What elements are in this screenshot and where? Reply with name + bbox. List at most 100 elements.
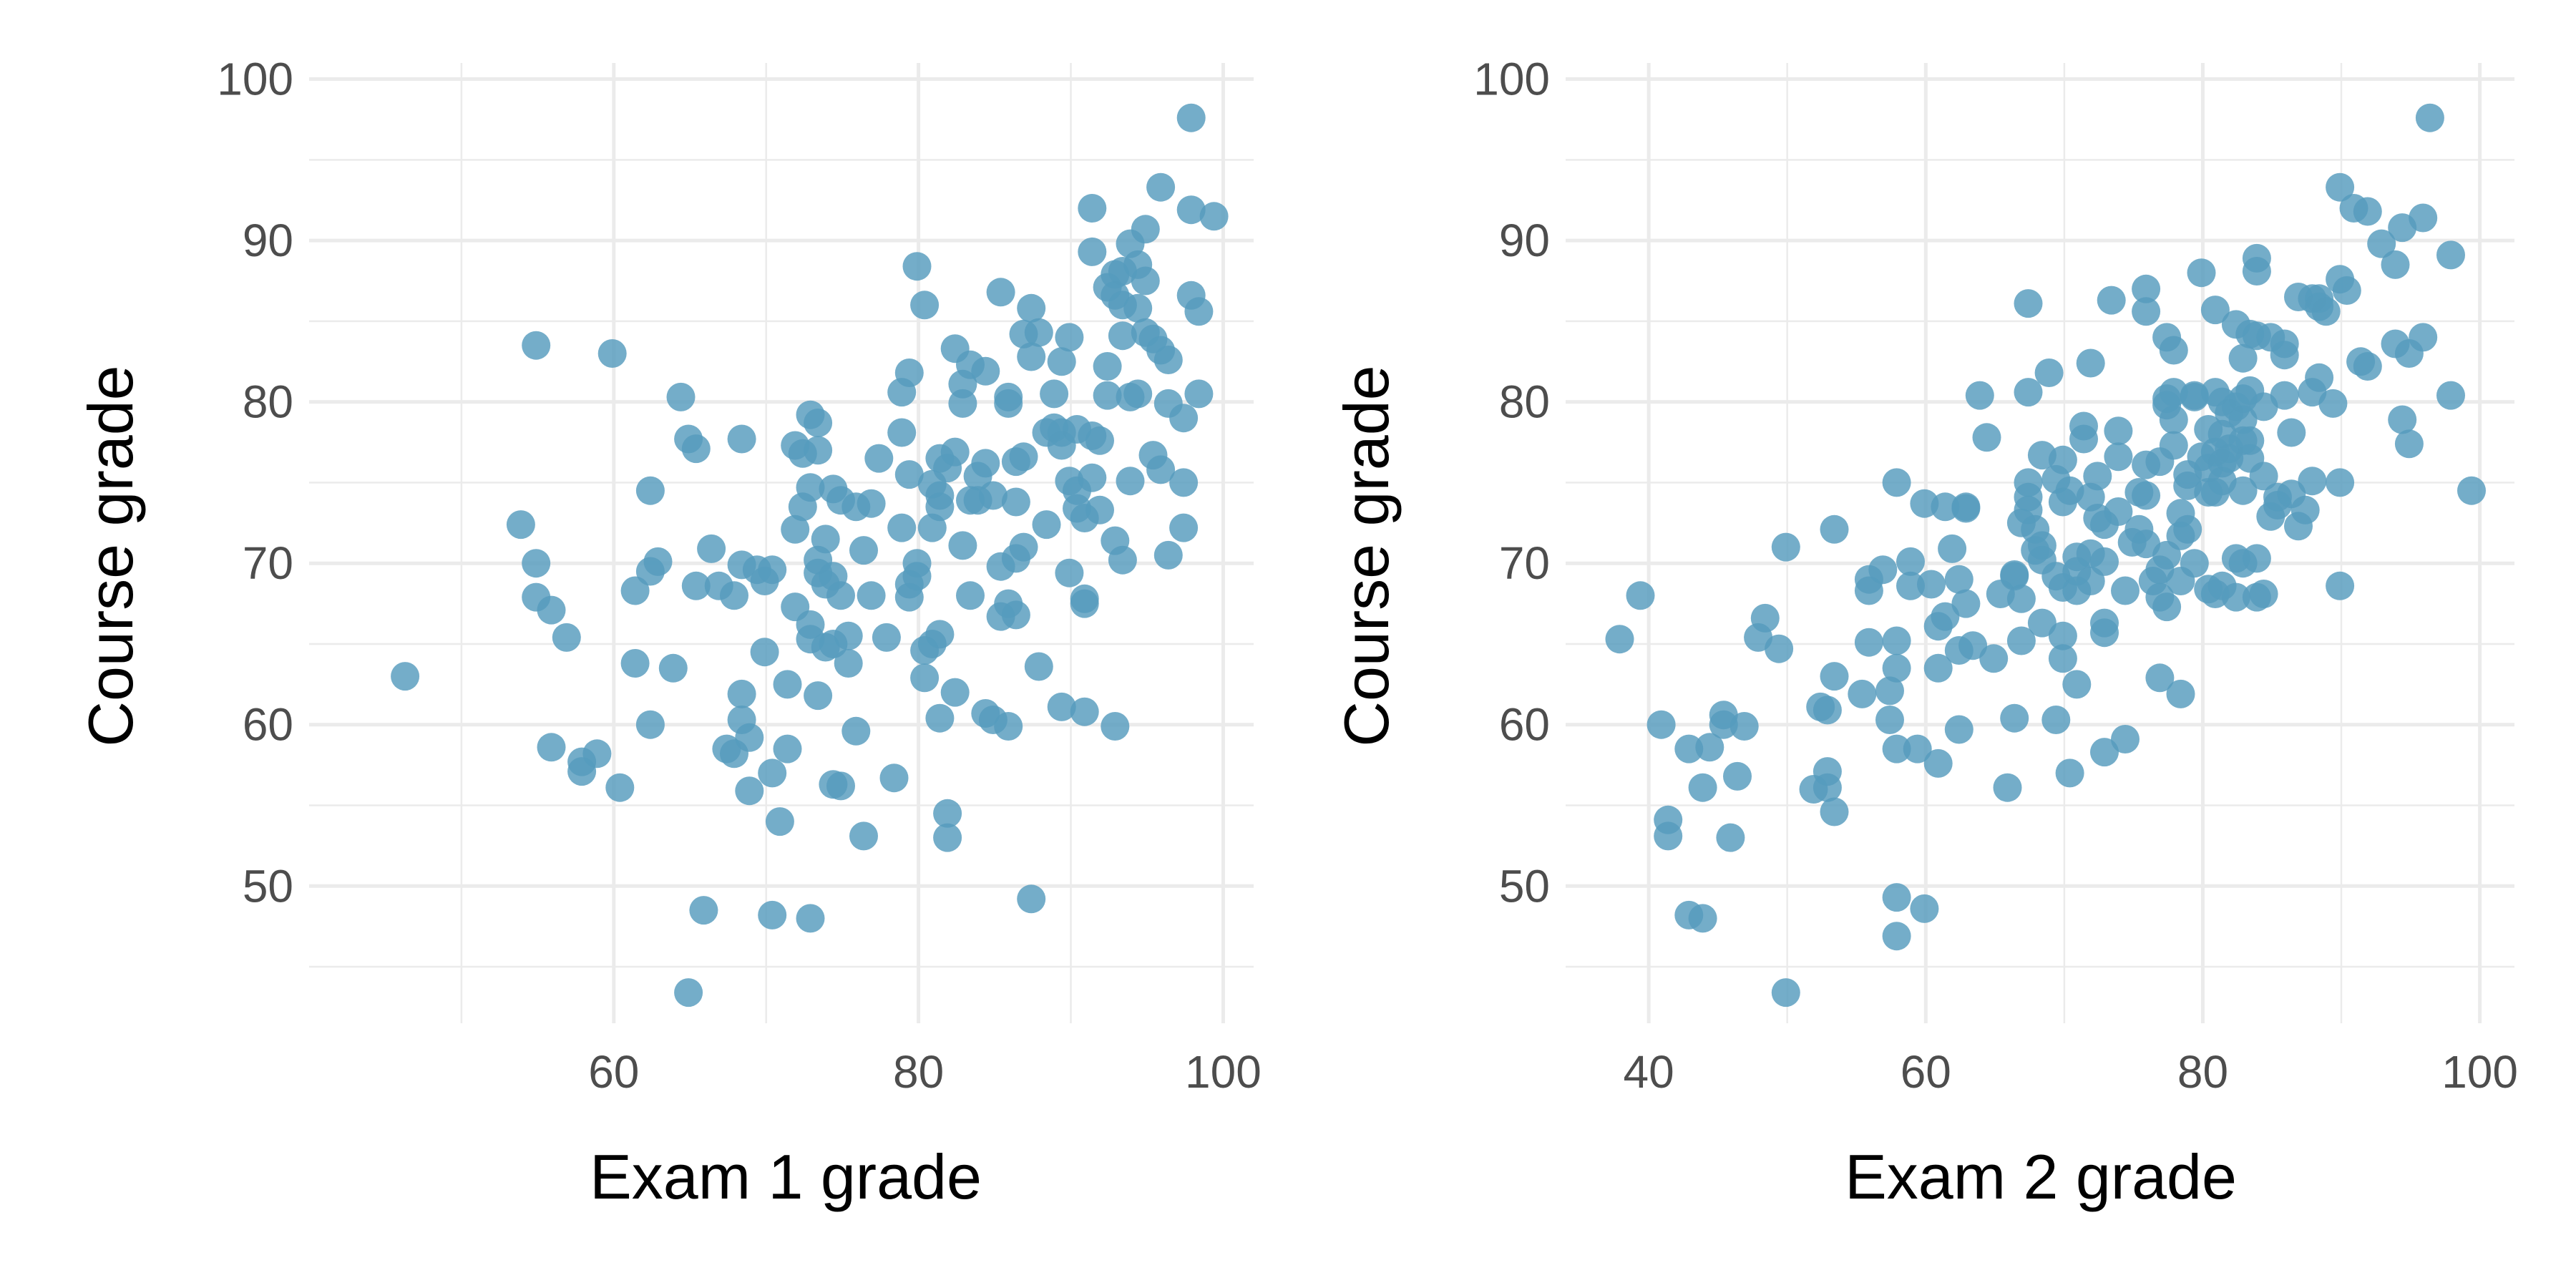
exam1-data-point	[620, 576, 650, 605]
exam2-data-point	[2200, 296, 2230, 325]
exam1-data-point	[552, 623, 581, 652]
exam2-data-point	[2055, 758, 2084, 788]
exam2-data-point	[2353, 352, 2382, 381]
exam1-x-tick-label: 80	[893, 1046, 944, 1098]
exam1-data-point	[658, 653, 688, 683]
exam1-data-point	[582, 739, 612, 769]
exam2-x-tick-label: 60	[1901, 1046, 1951, 1098]
exam2-data-point	[1875, 706, 1904, 734]
exam2-data-point	[2159, 431, 2188, 460]
exam2-data-point	[1813, 757, 1842, 786]
exam2-data-point	[2027, 608, 2057, 638]
exam2-data-point	[2062, 670, 2092, 699]
exam1-data-point	[1055, 323, 1084, 352]
exam2-data-point	[2180, 549, 2209, 578]
exam1-data-point	[1093, 381, 1122, 410]
exam1-gridlines	[309, 63, 1254, 1023]
exam1-data-point	[1009, 532, 1038, 562]
exam1-x-tick-label: 60	[588, 1046, 639, 1098]
exam1-y-tick-label: 70	[243, 537, 293, 589]
exam1-data-point	[1176, 195, 1206, 225]
exam2-data-point	[1896, 547, 1925, 576]
exam2-data-point	[2132, 481, 2161, 510]
exam2-data-point	[2332, 276, 2361, 305]
exam2-data-point	[2353, 197, 2382, 226]
exam2-data-point	[1972, 423, 2001, 452]
exam2-data-point	[2076, 348, 2105, 378]
exam1-data-point	[857, 581, 886, 610]
exam1-data-point	[735, 723, 764, 752]
exam2-data-point	[1903, 734, 1932, 763]
exam2-y-tick-label: 90	[1499, 215, 1550, 266]
exam2-data-point	[2457, 476, 2486, 505]
exam2-data-point	[1646, 710, 1676, 739]
exam2-data-point	[2311, 297, 2341, 326]
exam1-data-point	[597, 339, 627, 368]
exam1-data-point	[1009, 442, 1038, 472]
exam2-data-point	[2048, 445, 2077, 474]
exam1-data-point	[1085, 495, 1114, 525]
exam1-data-point	[720, 581, 748, 610]
exam1-data-point	[1024, 318, 1053, 347]
exam1-data-point	[781, 514, 810, 544]
exam2-data-point	[1958, 631, 1988, 660]
exam2-data-point	[2104, 442, 2133, 472]
exam2-data-point	[2326, 468, 2355, 497]
exam1-data-point	[1199, 202, 1229, 231]
exam1-data-point	[605, 773, 635, 802]
exam1-data-point	[894, 358, 924, 387]
exam2-data-point	[1923, 653, 1953, 683]
exam2-data-point	[2000, 703, 2029, 733]
exam2-data-point	[2381, 250, 2410, 279]
exam1-data-point	[925, 620, 955, 649]
exam1-data-point	[666, 382, 696, 411]
exam2-data-point	[1882, 653, 1911, 683]
exam2-data-point	[1848, 679, 1877, 708]
exam2-data-point	[1813, 696, 1842, 725]
exam1-data-point	[765, 807, 794, 836]
exam2-y-tick-labels: 50 60 70 80 90 100	[1473, 54, 1550, 912]
exam1-data-point	[758, 555, 787, 585]
exam2-data-point	[2367, 229, 2396, 258]
exam2-data-point	[2242, 257, 2271, 286]
exam1-data-point	[864, 444, 894, 473]
exam1-data-point	[681, 571, 711, 600]
exam2-data-point	[2394, 429, 2424, 459]
exam2-data-point	[1688, 773, 1717, 802]
exam2-data-point	[2069, 411, 2098, 441]
exam1-data-point	[834, 621, 863, 650]
exam2-data-point	[1626, 581, 1655, 610]
exam2-data-point	[2041, 706, 2071, 734]
exam1-data-point	[758, 900, 787, 930]
exam1-data-point	[1176, 103, 1206, 132]
exam1-y-tick-label: 100	[217, 54, 293, 105]
exam1-data-point	[1146, 455, 1176, 484]
exam2-data-point	[1723, 761, 1752, 791]
exam1-data-point	[1047, 692, 1076, 721]
exam1-data-point	[925, 703, 955, 733]
exam1-data-point	[857, 489, 886, 518]
exam2-data-point	[2415, 103, 2444, 132]
exam1-data-point	[1047, 347, 1076, 376]
exam1-data-point	[948, 531, 977, 560]
exam2-data-point	[2048, 644, 2077, 673]
exam1-data-point	[841, 716, 871, 746]
exam1-x-tick-labels: 60 80 100	[588, 1046, 1262, 1098]
exam1-data-point	[879, 763, 909, 793]
exam1-data-point	[1024, 652, 1053, 681]
exam1-data-point	[971, 356, 1000, 386]
exam2-data-point	[2436, 240, 2465, 270]
exam1-data-point	[750, 638, 779, 667]
exam1-x-tick-label: 100	[1185, 1046, 1262, 1098]
exam2-data-point	[1868, 555, 1898, 585]
exam1-data-point	[1055, 558, 1084, 587]
exam1-data-point	[925, 492, 955, 522]
exam1-data-point	[887, 513, 917, 542]
exam2-data-point	[2166, 679, 2195, 708]
exam2-data-point	[2048, 621, 2077, 650]
exam2-data-point	[2228, 343, 2258, 373]
exam1-data-point	[1078, 463, 1107, 492]
exam1-data-point	[826, 581, 855, 610]
exam2-data-point	[2388, 405, 2417, 434]
exam2-data-point	[2111, 725, 2140, 753]
